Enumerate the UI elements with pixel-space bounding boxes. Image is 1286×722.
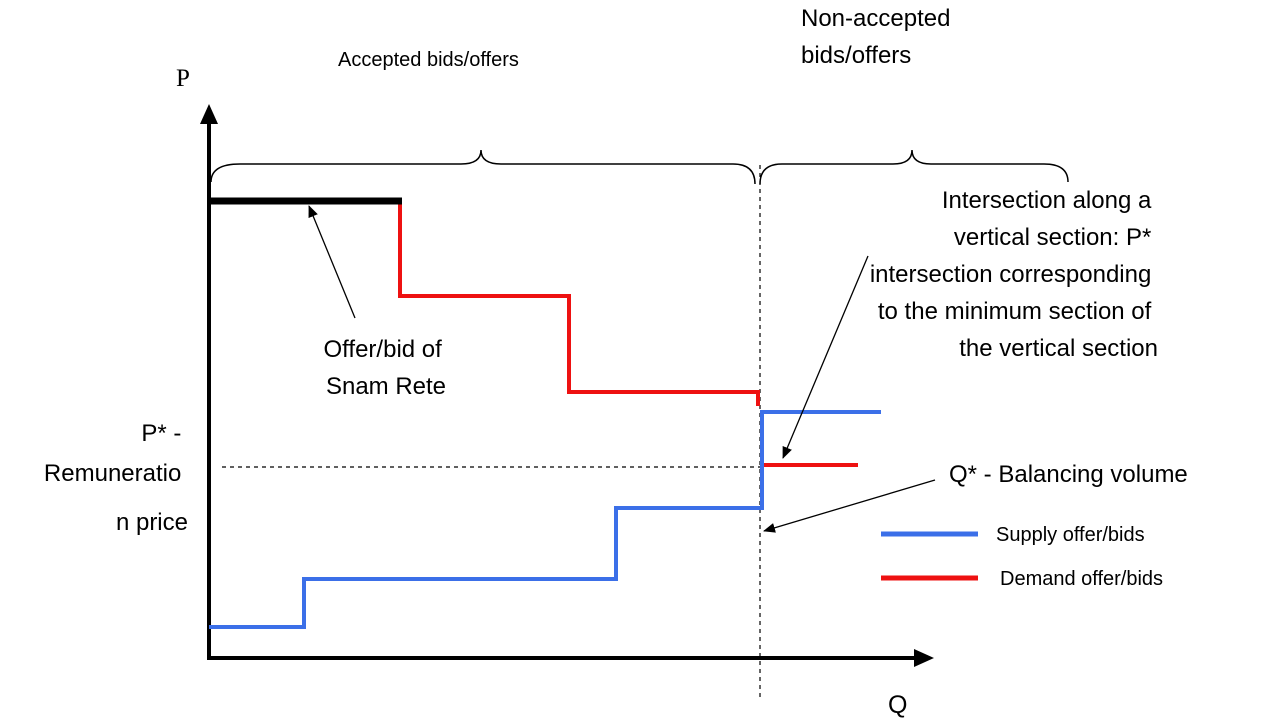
snam-offer-label: Offer/bid of Snam Rete: [324, 336, 449, 400]
legend: Supply offer/bids Demand offer/bids: [881, 524, 1163, 590]
demand-curve: [398, 201, 760, 406]
snam-arrow: [308, 205, 356, 319]
accepted-brace: [210, 149, 756, 185]
supply-curve: [209, 410, 881, 629]
volume-label: Q* - Balancing volume: [949, 461, 1188, 488]
x-axis-arrow-icon: [914, 649, 934, 667]
legend-demand-label: Demand offer/bids: [1000, 568, 1163, 590]
intersection-note: Intersection along a vertical section: P…: [870, 187, 1158, 362]
price-label: P* - Remuneratio n price: [44, 420, 188, 536]
volume-arrow: [763, 479, 936, 533]
legend-supply-label: Supply offer/bids: [996, 524, 1145, 546]
intersection-arrow: [782, 255, 869, 459]
accepted-label: Accepted bids/offers: [338, 49, 519, 71]
y-axis-label: P: [176, 65, 190, 92]
non-accepted-brace: [759, 149, 1069, 185]
x-axis-label: Q: [888, 691, 907, 719]
non-accepted-label: Non-accepted bids/offers: [801, 5, 957, 69]
y-axis-arrow-icon: [200, 104, 218, 124]
